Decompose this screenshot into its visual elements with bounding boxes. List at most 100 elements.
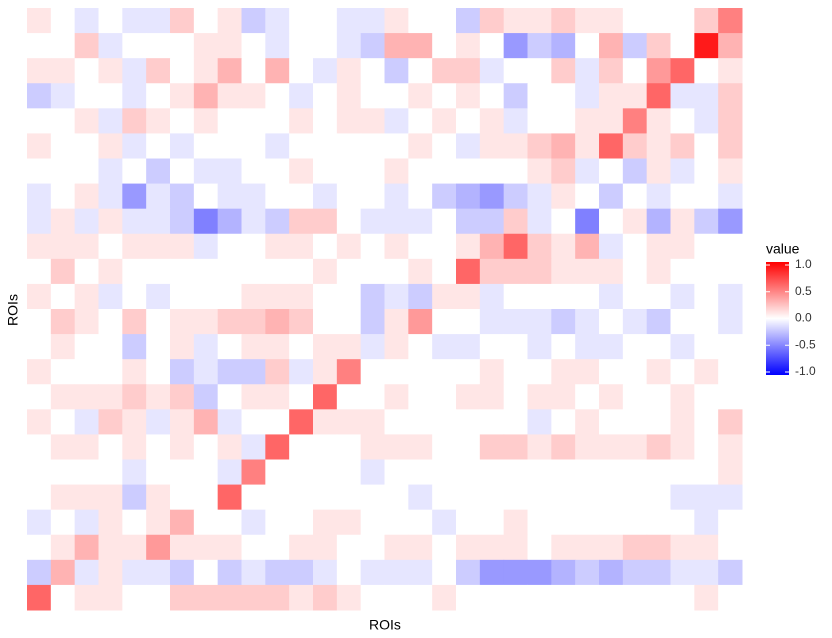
cell — [384, 33, 409, 59]
cell — [241, 258, 266, 285]
cell — [74, 83, 99, 109]
cell — [336, 459, 362, 486]
cell — [694, 233, 719, 260]
cell — [265, 309, 290, 335]
cell — [336, 309, 362, 335]
cell — [146, 584, 171, 611]
cell — [360, 384, 385, 410]
cell — [241, 283, 266, 310]
cell — [718, 359, 743, 385]
cell — [456, 559, 481, 586]
cell — [289, 33, 314, 59]
cell — [432, 309, 457, 335]
cell — [527, 158, 552, 185]
cell — [98, 534, 123, 561]
cell — [313, 509, 338, 536]
cell — [718, 108, 743, 134]
cell — [193, 334, 219, 360]
cell — [384, 484, 409, 511]
cell — [336, 58, 362, 84]
cell — [289, 359, 314, 385]
cell — [575, 258, 600, 285]
cell — [217, 233, 242, 260]
cell — [241, 434, 266, 460]
cell — [527, 208, 552, 235]
cell — [336, 409, 362, 435]
cell — [551, 534, 576, 561]
cell — [193, 409, 219, 435]
cell — [98, 283, 123, 310]
cell — [575, 8, 600, 34]
cell — [384, 534, 409, 561]
cell — [456, 434, 481, 460]
cell — [122, 158, 147, 185]
cell — [313, 208, 338, 235]
cell — [718, 33, 743, 59]
cell — [432, 434, 457, 460]
cell — [289, 83, 314, 109]
cell — [27, 158, 52, 185]
cell — [456, 258, 481, 285]
heatmap — [27, 8, 743, 611]
cell — [384, 409, 409, 435]
cell — [456, 133, 481, 159]
cell — [360, 534, 385, 561]
cell — [527, 384, 552, 410]
cell — [98, 133, 123, 159]
cell — [50, 334, 76, 360]
cell — [527, 509, 552, 536]
cell — [527, 33, 552, 59]
cell — [670, 8, 695, 34]
cell — [384, 183, 409, 210]
cell — [432, 534, 457, 561]
cell — [551, 258, 576, 285]
cell — [622, 33, 648, 59]
cell — [503, 33, 528, 59]
cell — [265, 559, 290, 586]
cell — [718, 484, 743, 511]
cell — [289, 484, 314, 511]
cell — [336, 258, 362, 285]
cell — [360, 133, 385, 159]
cell — [122, 584, 147, 611]
cell — [313, 258, 338, 285]
cell — [360, 359, 385, 385]
cell — [50, 183, 76, 210]
cell — [575, 559, 600, 586]
cell — [122, 258, 147, 285]
colorbar-tick-label: 0.5 — [795, 284, 812, 298]
cell — [313, 359, 338, 385]
cell — [718, 283, 743, 310]
cell — [551, 559, 576, 586]
cell — [217, 58, 242, 84]
cell — [146, 58, 171, 84]
cell — [170, 183, 195, 210]
cell — [74, 309, 99, 335]
cell — [479, 409, 505, 435]
cell — [432, 183, 457, 210]
cell — [50, 33, 76, 59]
cell — [599, 384, 624, 410]
cell — [336, 509, 362, 536]
cell — [575, 233, 600, 260]
cell — [217, 8, 242, 34]
cell — [265, 484, 290, 511]
cell — [313, 559, 338, 586]
cell — [193, 534, 219, 561]
cell — [479, 434, 505, 460]
cell — [622, 8, 648, 34]
colorbar-tick-label: -1.0 — [795, 364, 816, 378]
cell — [408, 258, 433, 285]
cell — [122, 108, 147, 134]
cell — [98, 559, 123, 586]
cell — [694, 509, 719, 536]
cell — [289, 8, 314, 34]
cell — [503, 183, 528, 210]
cell — [74, 384, 99, 410]
cell — [503, 559, 528, 586]
cell — [503, 208, 528, 235]
cell — [599, 309, 624, 335]
cell — [384, 584, 409, 611]
cell — [575, 509, 600, 536]
cell — [646, 58, 671, 84]
